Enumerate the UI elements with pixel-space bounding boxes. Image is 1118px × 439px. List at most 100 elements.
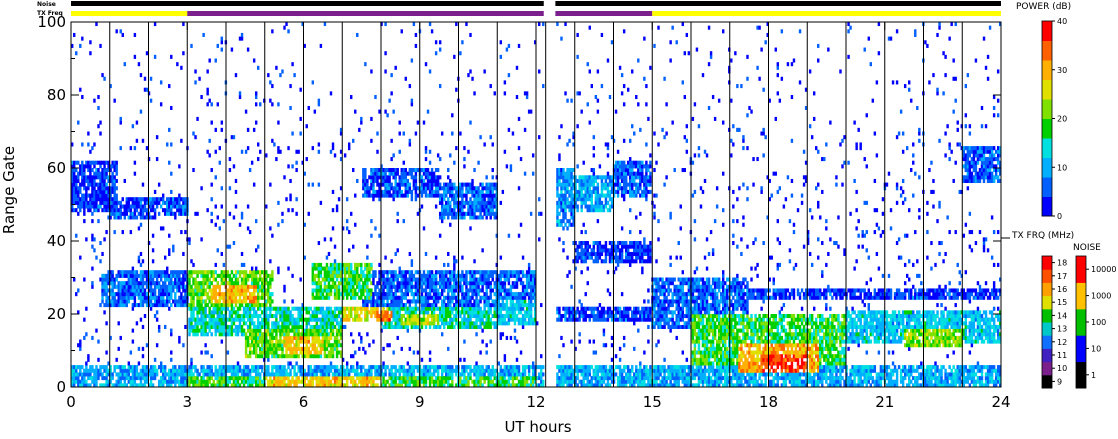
echo-cell [311,376,315,381]
echo-cell [414,168,418,173]
echo-cell [230,317,234,322]
echo-cell [358,372,361,377]
echo-cell [107,204,110,209]
echo-cell [184,211,187,216]
echo-cell [449,321,452,326]
echo-cell [267,73,270,78]
echo-cell [459,273,462,278]
echo-cell [337,350,341,355]
echo-cell [477,284,480,289]
echo-cell [269,346,272,351]
echo-cell [317,102,321,107]
echo-cell [119,284,122,289]
echo-cell [226,299,230,304]
echo-cell [113,281,116,286]
echo-cell [323,317,327,322]
echo-cell [438,295,442,300]
echo-cell [135,376,139,381]
echo-cell [352,168,355,173]
echo-cell [103,273,106,278]
echo-cell [352,354,355,359]
echo-cell [455,372,458,377]
echo-cell [445,189,448,194]
echo-cell [119,372,122,377]
echo-cell [461,182,464,187]
echo-cell [271,335,274,340]
echo-cell [155,204,159,209]
echo-cell [366,277,369,282]
echo-cell [109,292,112,297]
echo-cell [327,310,331,315]
echo-cell [331,208,335,213]
echo-cell [77,189,80,194]
echo-cell [188,241,191,246]
echo-cell [378,281,381,286]
echo-cell [129,376,133,381]
echo-cell [333,284,337,289]
echo-cell [216,284,219,289]
echo-cell [220,186,224,191]
echo-cell [236,284,240,289]
echo-cell [469,321,472,326]
echo-cell [117,321,120,326]
echo-cell [438,84,442,89]
echo-cell [341,277,345,282]
echo-cell [366,189,369,194]
echo-cell [259,149,262,154]
echo-cell [244,376,248,381]
echo-cell [422,317,426,322]
echo-cell [265,270,268,275]
echo-cell [394,284,397,289]
echo-cell [481,321,484,326]
echo-cell [85,383,88,388]
echo-cell [400,299,403,304]
echo-cell [402,273,405,278]
echo-cell [463,321,466,326]
echo-cell [293,317,296,322]
echo-cell [447,215,450,220]
echo-cell [317,350,321,355]
echo-cell [172,299,175,304]
echo-cell [91,186,94,191]
echo-cell [178,339,181,344]
echo-cell [170,372,173,377]
echo-cell [463,306,466,311]
echo-cell [250,284,254,289]
echo-cell [287,343,290,348]
echo-cell [153,189,157,194]
echo-cell [325,266,329,271]
echo-cell [77,372,80,377]
echo-cell [281,314,284,319]
echo-cell [164,376,167,381]
echo-cell [83,186,86,191]
echo-cell [299,332,302,337]
echo-cell [358,127,361,132]
echo-cell [412,292,416,297]
echo-cell [356,292,359,297]
echo-cell [228,211,232,216]
echo-cell [477,197,480,202]
echo-cell [449,208,452,213]
echo-cell [416,350,420,355]
echo-cell [250,350,254,355]
echo-cell [467,321,470,326]
echo-cell [133,273,137,278]
echo-cell [434,292,438,297]
echo-cell [153,368,157,373]
echo-cell [331,277,335,282]
echo-cell [83,219,86,224]
echo-cell [386,182,389,187]
echo-cell [117,215,120,220]
echo-cell [147,273,151,278]
echo-cell [153,197,157,202]
echo-cell [166,383,169,388]
echo-cell [244,288,248,293]
echo-cell [366,332,369,337]
echo-cell [121,281,124,286]
echo-cell [115,178,118,183]
echo-cell [131,197,135,202]
echo-cell [164,324,167,329]
echo-cell [261,303,264,308]
echo-cell [125,303,129,308]
echo-cell [113,160,116,165]
